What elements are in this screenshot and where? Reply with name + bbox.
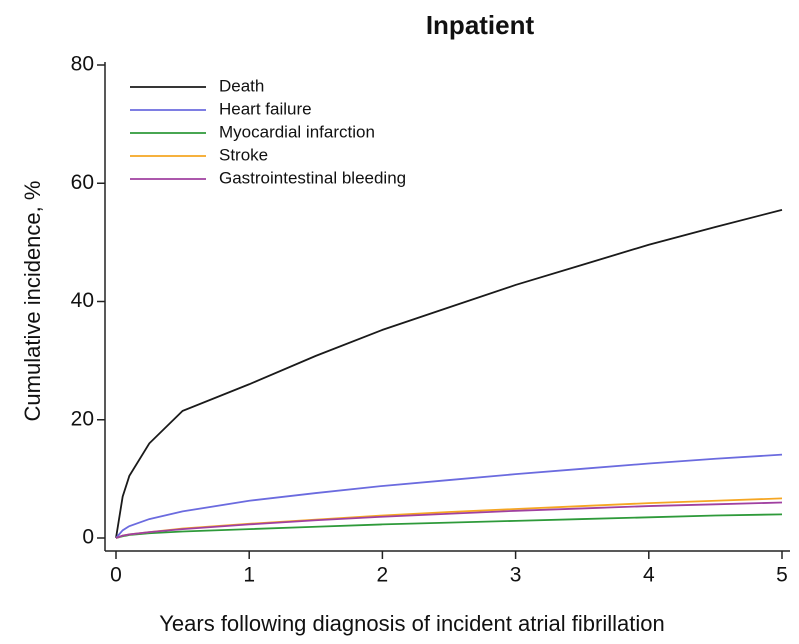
y-axis-label: Cumulative incidence, % bbox=[20, 181, 45, 422]
legend-label: Heart failure bbox=[219, 99, 312, 118]
legend-label: Gastrointestinal bleeding bbox=[219, 168, 406, 187]
x-tick-label: 1 bbox=[243, 564, 255, 587]
x-tick-label: 0 bbox=[110, 564, 122, 587]
x-tick-label: 2 bbox=[377, 564, 389, 587]
y-tick-label: 80 bbox=[71, 53, 94, 76]
legend-label: Stroke bbox=[219, 145, 268, 164]
y-tick-label: 0 bbox=[82, 526, 94, 549]
y-tick-label: 60 bbox=[71, 171, 94, 194]
series-line bbox=[115, 208, 783, 539]
x-tick-label: 3 bbox=[510, 564, 522, 587]
legend-label: Myocardial infarction bbox=[219, 122, 375, 141]
chart-title: Inpatient bbox=[426, 10, 535, 40]
y-tick-label: 40 bbox=[71, 289, 94, 312]
series-line bbox=[115, 501, 783, 539]
legend-label: Death bbox=[219, 76, 264, 95]
series-line bbox=[115, 453, 783, 539]
x-tick-label: 5 bbox=[776, 564, 788, 587]
x-axis-label: Years following diagnosis of incident at… bbox=[159, 611, 664, 636]
x-tick-label: 4 bbox=[643, 564, 655, 587]
y-tick-label: 20 bbox=[71, 407, 94, 430]
